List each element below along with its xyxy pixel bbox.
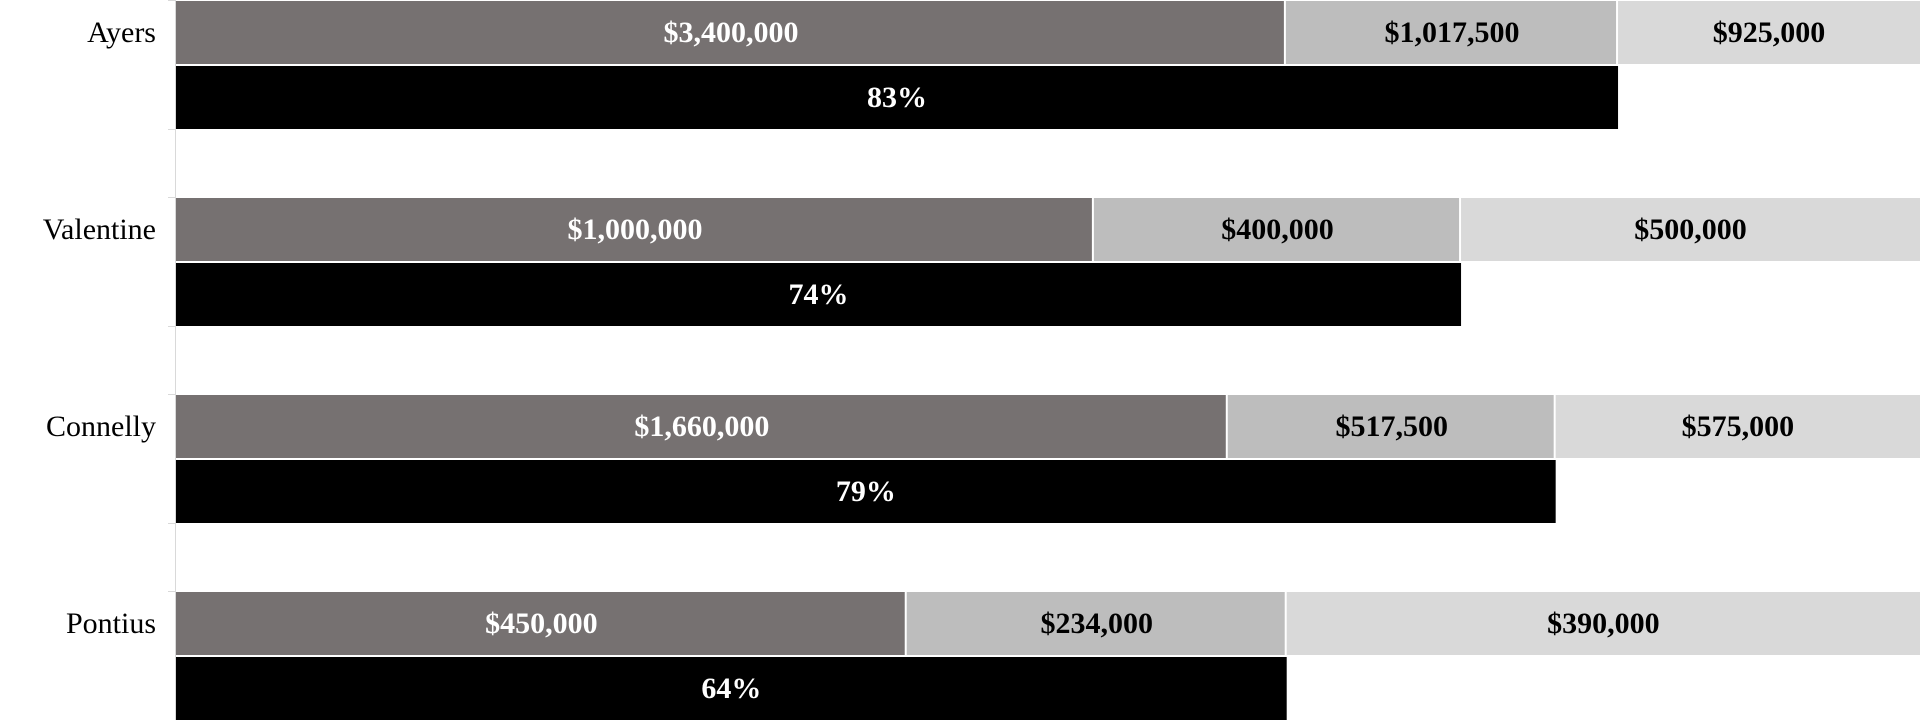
bar-segment-2 <box>906 592 1285 655</box>
bar-segment-2 <box>1227 395 1554 458</box>
bar-segment-2 <box>1093 198 1460 261</box>
bar-segment-3 <box>1286 592 1920 655</box>
bar-segment-3 <box>1461 198 1920 261</box>
bar-segment-3 <box>1555 395 1920 458</box>
data-label: $517,500 <box>1335 410 1448 443</box>
bar-segment-1 <box>176 1 1284 64</box>
bar-segment-1 <box>176 592 905 655</box>
data-label: $3,400,000 <box>663 16 798 49</box>
percent-bar <box>176 263 1462 326</box>
data-label: $1,660,000 <box>634 410 769 443</box>
percent-bar <box>176 460 1556 523</box>
data-label: $1,000,000 <box>567 213 702 246</box>
percent-label: 83% <box>867 81 927 114</box>
bar-segment-3 <box>1618 1 1920 64</box>
percent-label: 74% <box>789 278 849 311</box>
labels: Ayers $3,400,000 $1,017,500 $925,000 83% Vale… <box>43 16 1826 705</box>
data-label: $450,000 <box>485 607 598 640</box>
data-label: $925,000 <box>1713 16 1826 49</box>
category-label: Connelly <box>46 410 156 443</box>
bar-segment-1 <box>176 198 1092 261</box>
data-label: $500,000 <box>1634 213 1747 246</box>
data-label: $390,000 <box>1547 607 1660 640</box>
category-label: Ayers <box>87 16 156 49</box>
percent-label: 79% <box>836 475 896 508</box>
bars <box>176 1 1920 720</box>
data-label: $400,000 <box>1221 213 1334 246</box>
data-label: $1,017,500 <box>1384 16 1519 49</box>
percent-label: 64% <box>701 672 761 705</box>
bar-segment-2 <box>1285 1 1617 64</box>
bar-segment-1 <box>176 395 1226 458</box>
percent-bar <box>176 66 1619 129</box>
percent-bar <box>176 657 1287 720</box>
data-label: $575,000 <box>1682 410 1795 443</box>
data-label: $234,000 <box>1040 607 1153 640</box>
category-axis <box>168 0 176 720</box>
category-label: Pontius <box>66 607 156 640</box>
category-label: Valentine <box>43 213 156 246</box>
